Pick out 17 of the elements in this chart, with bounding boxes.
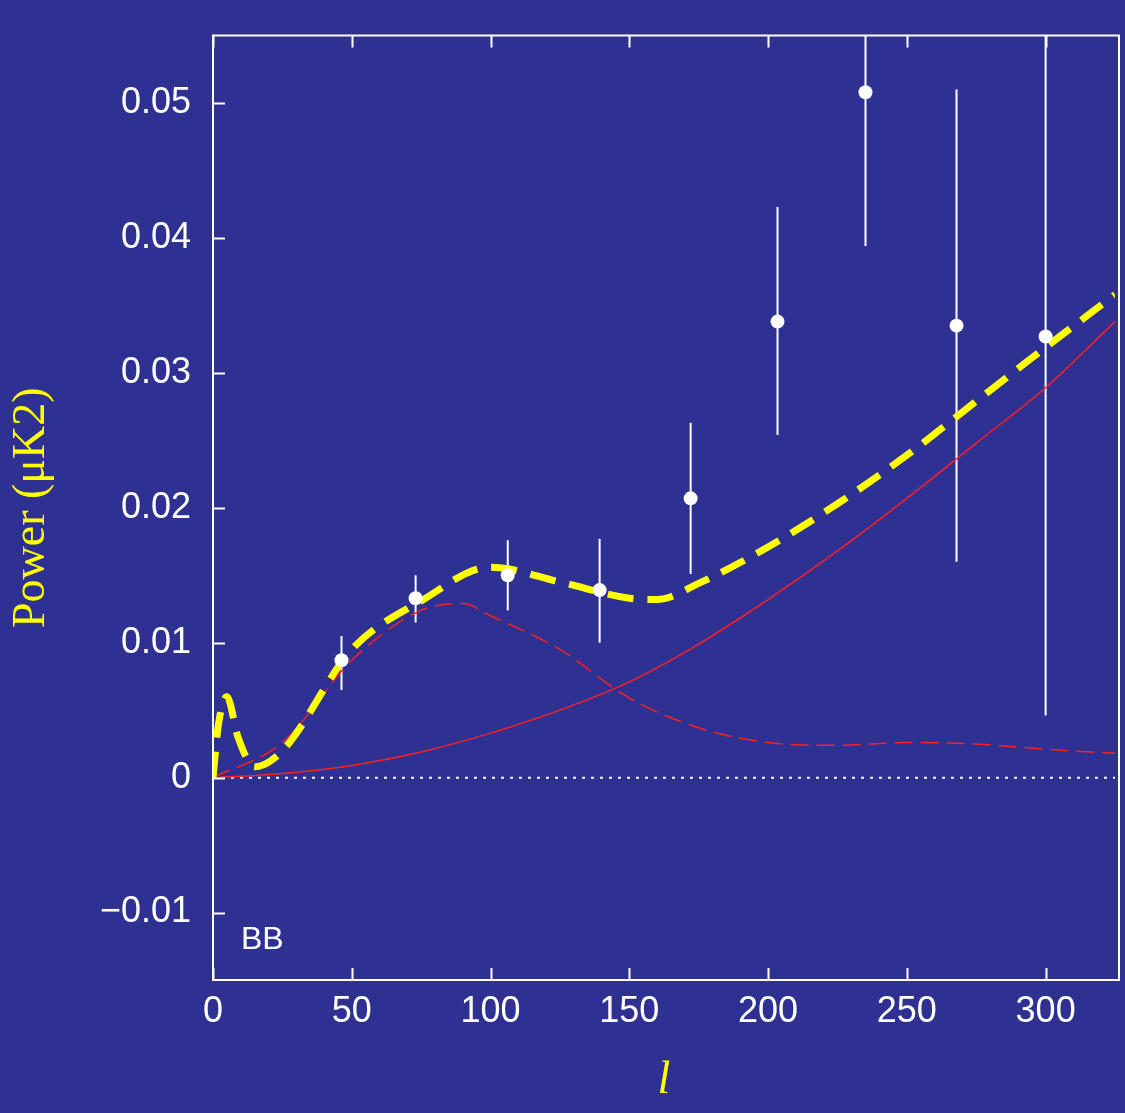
y-tick-label: 0.02 (120, 484, 191, 526)
y-axis-title: Power (μK2) (2, 387, 54, 629)
x-tick-label: 200 (738, 988, 799, 1030)
x-tick-label: 0 (202, 988, 224, 1030)
x-tick-label: 250 (876, 988, 937, 1030)
y-tick-label: 0.05 (120, 79, 191, 121)
y-tick-label: 0.03 (120, 349, 191, 391)
x-axis-title: l (657, 1052, 671, 1104)
x-tick-label: 100 (460, 988, 521, 1030)
y-tick-label: 0 (170, 754, 191, 796)
y-tick-label: 0.04 (120, 214, 191, 256)
y-tick-label: −0.01 (99, 889, 191, 931)
x-tick-label: 300 (1015, 988, 1076, 1030)
x-tick-label: 50 (331, 988, 372, 1030)
y-tick-label: 0.01 (120, 619, 191, 661)
annotation: BB (241, 919, 284, 956)
x-tick-label: 150 (599, 988, 660, 1030)
